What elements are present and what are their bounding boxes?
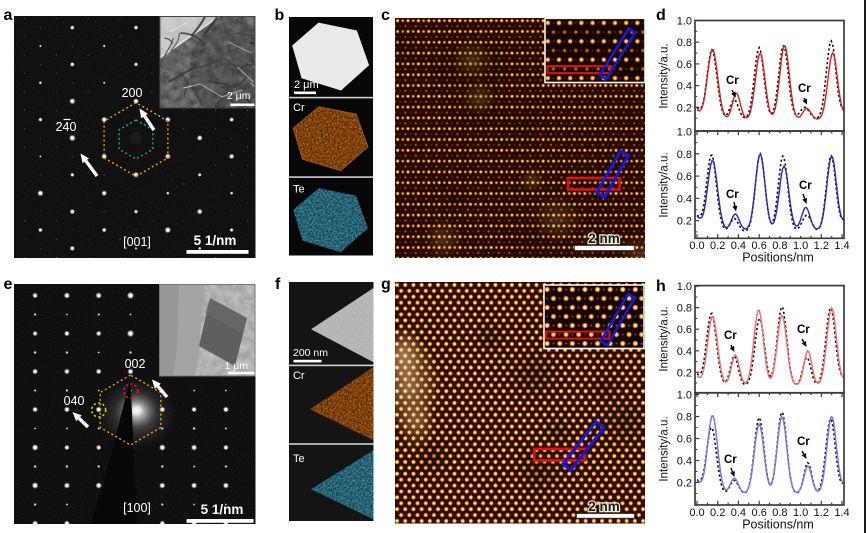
- svg-text:200 nm: 200 nm: [293, 348, 328, 359]
- svg-text:Cr: Cr: [797, 436, 810, 448]
- svg-text:[100]: [100]: [123, 501, 151, 515]
- svg-text:1.0: 1.0: [793, 240, 808, 252]
- svg-text:2 μm: 2 μm: [294, 79, 319, 91]
- svg-text:0.8: 0.8: [677, 37, 692, 49]
- svg-text:1.4: 1.4: [834, 240, 849, 252]
- svg-text:002: 002: [125, 357, 146, 371]
- svg-text:Cr: Cr: [798, 83, 811, 95]
- svg-text:Cr: Cr: [799, 180, 812, 192]
- svg-text:1.0: 1.0: [793, 507, 808, 519]
- svg-text:1.2: 1.2: [814, 240, 829, 252]
- svg-text:0.8: 0.8: [772, 240, 787, 252]
- svg-text:0.6: 0.6: [677, 171, 692, 183]
- svg-text:0.0: 0.0: [689, 507, 704, 519]
- svg-text:0.8: 0.8: [677, 412, 692, 424]
- svg-text:2 μm: 2 μm: [227, 90, 251, 102]
- svg-text:0.4: 0.4: [677, 346, 692, 358]
- svg-text:0.8: 0.8: [772, 507, 787, 519]
- svg-text:5 1/nm: 5 1/nm: [194, 233, 237, 248]
- svg-text:Intensity/a.u.: Intensity/a.u.: [659, 416, 671, 481]
- svg-text:0.4: 0.4: [677, 193, 692, 205]
- svg-text:0.2: 0.2: [677, 216, 692, 228]
- svg-text:Cr: Cr: [726, 75, 739, 87]
- svg-text:040: 040: [64, 394, 85, 408]
- svg-text:0.4: 0.4: [731, 507, 746, 519]
- svg-text:Te: Te: [293, 184, 305, 196]
- svg-text:Intensity/a.u.: Intensity/a.u.: [659, 43, 671, 108]
- svg-text:1.0: 1.0: [677, 127, 692, 139]
- svg-text:1.2: 1.2: [814, 507, 829, 519]
- svg-text:0.8: 0.8: [677, 149, 692, 161]
- svg-text:0.0: 0.0: [689, 240, 704, 252]
- svg-text:0.6: 0.6: [677, 59, 692, 71]
- svg-text:Positions/nm: Positions/nm: [742, 518, 814, 532]
- svg-text:0.6: 0.6: [752, 507, 767, 519]
- svg-text:0.2: 0.2: [677, 102, 692, 114]
- svg-text:1.0: 1.0: [677, 390, 692, 402]
- svg-text:Cr: Cr: [797, 324, 810, 336]
- svg-text:Cr: Cr: [724, 330, 737, 342]
- svg-text:2 nm: 2 nm: [588, 499, 620, 514]
- svg-text:0.6: 0.6: [752, 240, 767, 252]
- svg-text:1.0: 1.0: [677, 281, 692, 293]
- svg-text:Cr: Cr: [293, 370, 305, 382]
- svg-text:1 μm: 1 μm: [224, 360, 248, 372]
- svg-text:0.6: 0.6: [677, 324, 692, 336]
- svg-text:0.4: 0.4: [677, 456, 692, 468]
- svg-text:0.6: 0.6: [677, 434, 692, 446]
- svg-text:0.2: 0.2: [710, 507, 725, 519]
- svg-text:0.8: 0.8: [677, 303, 692, 315]
- svg-text:0.4: 0.4: [677, 81, 692, 93]
- svg-text:200: 200: [122, 86, 143, 100]
- svg-text:1.0: 1.0: [677, 16, 692, 28]
- svg-text:Cr: Cr: [293, 102, 305, 114]
- svg-text:[001]: [001]: [123, 235, 151, 249]
- svg-text:240: 240: [56, 120, 77, 134]
- svg-text:0.2: 0.2: [677, 478, 692, 490]
- svg-text:5 1/nm: 5 1/nm: [201, 502, 244, 517]
- svg-text:2 nm: 2 nm: [588, 231, 620, 246]
- svg-text:Positions/nm: Positions/nm: [742, 251, 814, 265]
- svg-text:1.4: 1.4: [834, 507, 849, 519]
- svg-text:Cr: Cr: [726, 189, 739, 201]
- svg-text:2 nm: 2 nm: [588, 231, 620, 246]
- svg-text:0.4: 0.4: [731, 240, 746, 252]
- svg-text:2 nm: 2 nm: [588, 499, 620, 514]
- svg-text:Cr: Cr: [724, 454, 737, 466]
- svg-text:Intensity/a.u.: Intensity/a.u.: [659, 306, 671, 371]
- svg-text:0.2: 0.2: [677, 367, 692, 379]
- svg-text:0.2: 0.2: [710, 240, 725, 252]
- svg-text:Intensity/a.u.: Intensity/a.u.: [659, 152, 671, 217]
- svg-text:Te: Te: [293, 453, 305, 465]
